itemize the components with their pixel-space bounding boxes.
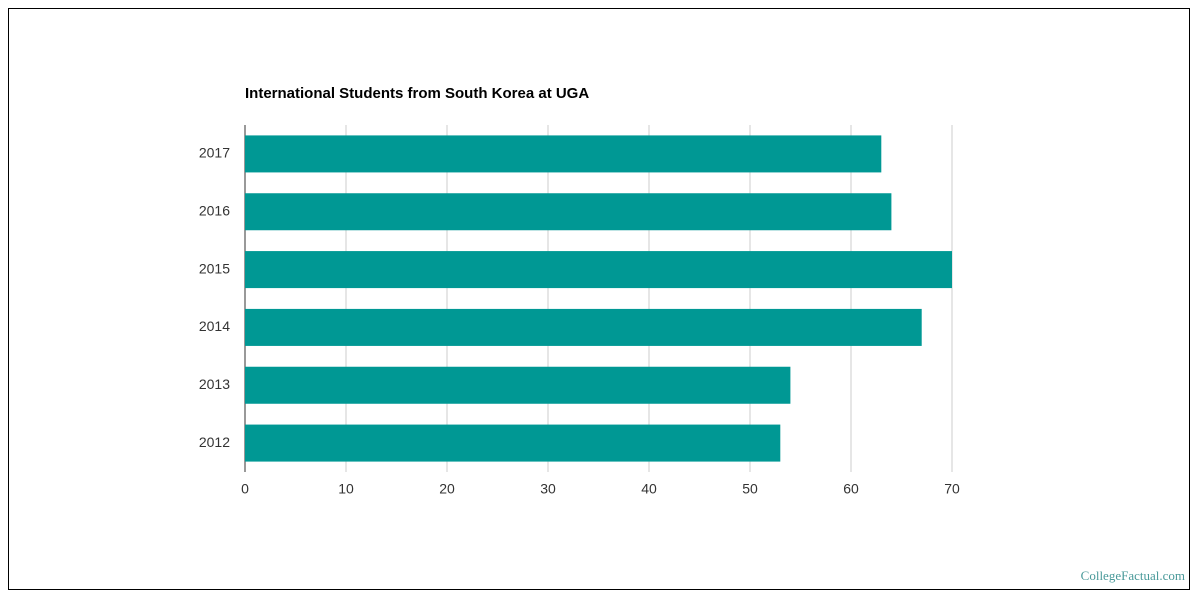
y-tick-label: 2014 xyxy=(199,318,230,334)
bar xyxy=(245,251,952,289)
chart-title: International Students from South Korea … xyxy=(245,85,589,102)
x-tick-label: 0 xyxy=(241,481,249,497)
bar xyxy=(245,193,892,231)
y-tick-label: 2012 xyxy=(199,434,230,450)
x-tick-label: 50 xyxy=(742,481,758,497)
y-tick-label: 2016 xyxy=(199,202,230,218)
y-tick-label: 2017 xyxy=(199,145,230,161)
y-tick-label: 2015 xyxy=(199,260,230,276)
x-tick-label: 60 xyxy=(843,481,859,497)
y-tick-label: 2013 xyxy=(199,376,230,392)
x-tick-label: 70 xyxy=(944,481,960,497)
bar xyxy=(245,366,791,404)
bar xyxy=(245,135,882,173)
bar xyxy=(245,424,781,462)
x-tick-label: 30 xyxy=(540,481,556,497)
source[interactable]: CollegeFactual.com xyxy=(1081,568,1185,583)
bar xyxy=(245,308,922,346)
x-tick-label: 10 xyxy=(338,481,354,497)
x-tick-label: 40 xyxy=(641,481,657,497)
x-tick-label: 20 xyxy=(439,481,455,497)
frame xyxy=(8,8,1190,590)
